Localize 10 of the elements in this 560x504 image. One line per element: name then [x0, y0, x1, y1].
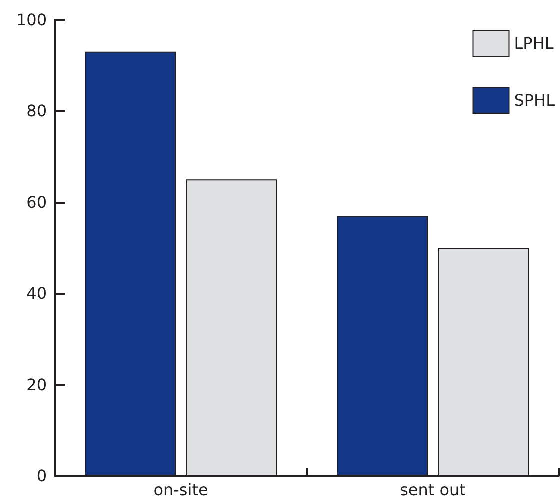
- y-tick-label: 80: [26, 102, 47, 121]
- legend-label: LPHL: [514, 34, 554, 53]
- x-tick-label: on-site: [154, 480, 208, 500]
- y-tick-label: 100: [16, 10, 47, 30]
- y-tick-label: 0: [36, 466, 47, 486]
- y-tick-label: 60: [26, 192, 47, 212]
- y-tick-label: 40: [26, 284, 47, 304]
- legend-label: SPHL: [514, 91, 556, 110]
- x-tick-label: sent out: [400, 480, 466, 500]
- y-tick-label: 20: [26, 375, 47, 394]
